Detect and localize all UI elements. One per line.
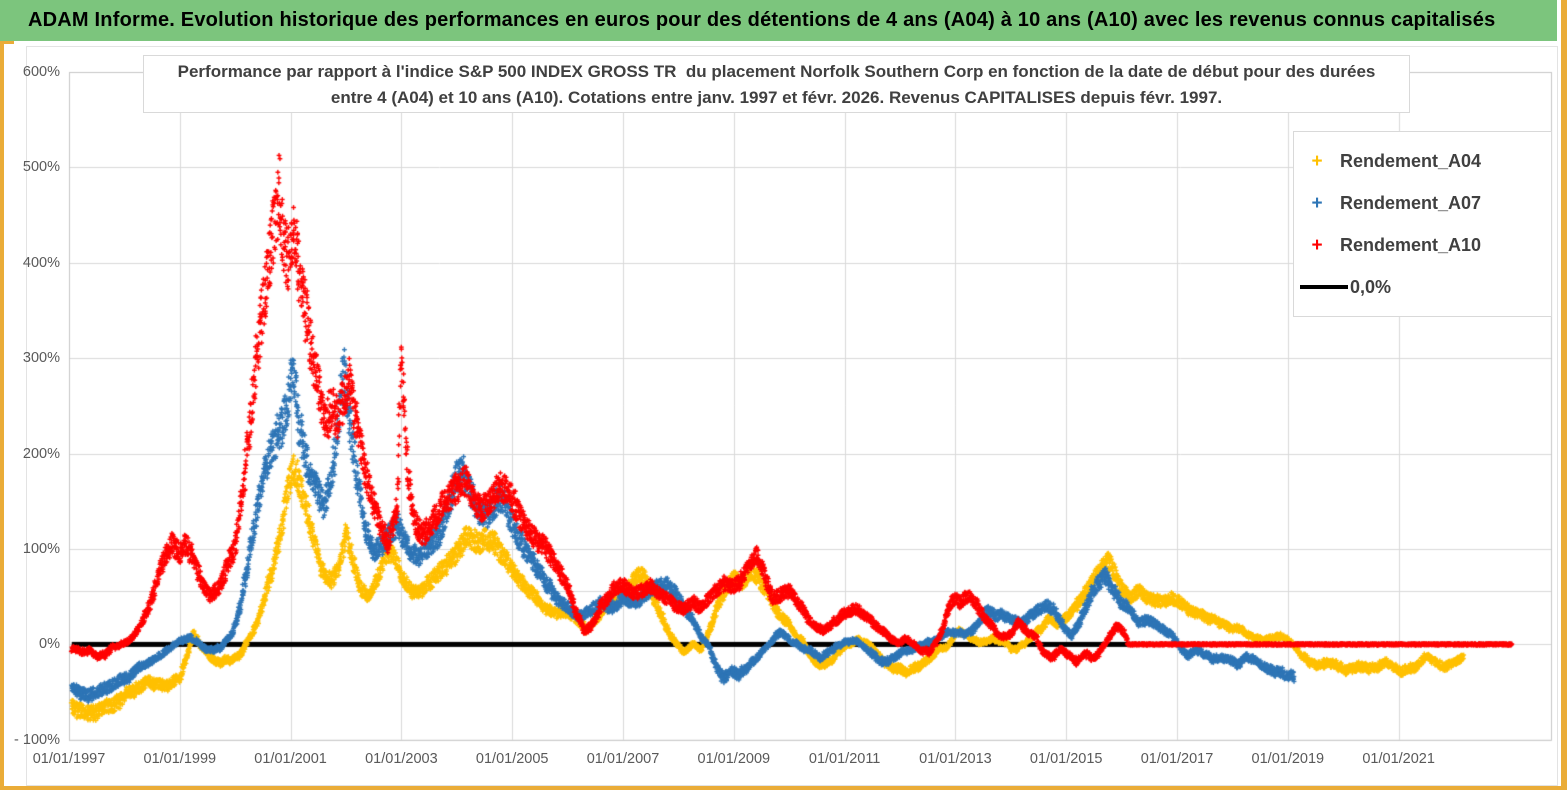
chart-title-box: Performance par rapport à l'indice S&P 5… bbox=[143, 55, 1410, 113]
x-axis-tick-label: 01/01/2021 bbox=[1362, 751, 1435, 767]
x-axis-tick-label: 01/01/2011 bbox=[808, 751, 881, 767]
y-axis-tick-label: 500% bbox=[22, 159, 60, 176]
y-axis-tick-label: - 100% bbox=[14, 731, 60, 748]
legend-item-baseline: 0,0% bbox=[1294, 270, 1551, 304]
x-axis-tick-label: 01/01/2001 bbox=[254, 751, 327, 767]
chart-title-line1: Performance par rapport à l'indice S&P 5… bbox=[177, 62, 1376, 81]
x-axis-tick-label: 01/01/2005 bbox=[475, 751, 549, 767]
chart-title-line2: entre 4 (A04) et 10 ans (A10). Cotations… bbox=[330, 88, 1223, 107]
legend-label: Rendement_A10 bbox=[1340, 234, 1482, 255]
y-axis-tick-label: 600% bbox=[22, 64, 60, 80]
x-axis-tick-label: 01/01/1999 bbox=[143, 751, 217, 767]
legend-item-rendement-a07: + Rendement_A07 bbox=[1294, 186, 1551, 220]
x-axis-tick-label: 01/01/2015 bbox=[1029, 751, 1103, 767]
x-axis-tick-label: 01/01/2019 bbox=[1251, 751, 1325, 767]
legend-item-rendement-a04: + Rendement_A04 bbox=[1294, 144, 1551, 178]
x-axis-tick-label: 01/01/1997 bbox=[32, 751, 106, 767]
y-axis-tick-label: 100% bbox=[22, 541, 60, 557]
x-axis-tick-label: 01/01/2009 bbox=[697, 751, 771, 767]
plus-marker-icon: + bbox=[1311, 192, 1323, 214]
plus-marker-icon: + bbox=[1311, 234, 1323, 256]
legend-label: Rendement_A07 bbox=[1340, 192, 1482, 213]
legend-label: Rendement_A04 bbox=[1340, 150, 1482, 171]
legend-item-rendement-a10: + Rendement_A10 bbox=[1294, 228, 1551, 262]
y-axis-tick-label: 200% bbox=[22, 445, 60, 462]
legend-label: 0,0% bbox=[1350, 276, 1392, 297]
baseline-marker-icon bbox=[1300, 285, 1348, 289]
y-axis-tick-label: 0% bbox=[39, 636, 60, 653]
x-axis-tick-label: 01/01/2017 bbox=[1140, 751, 1214, 767]
legend: + Rendement_A04 + Rendement_A07 + Rendem… bbox=[1293, 131, 1552, 317]
x-axis-tick-label: 01/01/2003 bbox=[365, 751, 438, 767]
x-axis-tick-label: 01/01/2013 bbox=[919, 751, 992, 767]
y-axis-tick-label: 300% bbox=[22, 350, 60, 367]
y-axis-tick-label: 400% bbox=[22, 254, 60, 271]
x-axis-tick-label: 01/01/2007 bbox=[586, 751, 660, 767]
plus-marker-icon: + bbox=[1311, 150, 1323, 172]
